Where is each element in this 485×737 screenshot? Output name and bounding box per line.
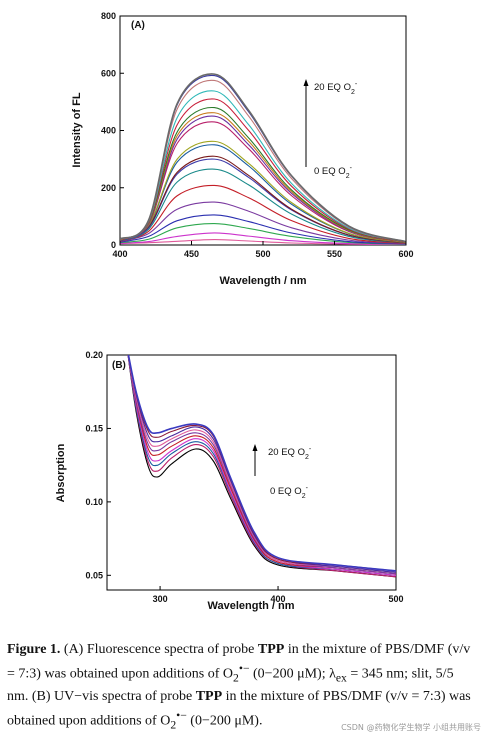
panel-b-x-tick-label: 400 [271,594,286,604]
panel-b-series-line [127,355,396,573]
panel-b-annotation-bottom: 0 EQ O2- [270,485,309,500]
panel-b-frame [106,354,397,591]
panel-a-arrow-head [303,79,309,86]
panel-b-arrow-head [252,444,258,451]
panel-b-x-ticks: 300 400 500 [153,586,404,604]
caption-subscript: 2 [170,718,177,732]
panel-b-series-line [127,355,396,572]
panel-b-chart: 0.05 0.10 0.15 0.20 300 400 500 (B) Wavelengt… [55,350,404,612]
panel-a-x-tick-label: 550 [327,249,342,259]
panel-a-series-line [120,140,406,243]
panel-a-y-tick-label: 800 [101,11,116,21]
panel-a-annotation-top: 20 EQ O2- [314,81,358,96]
panel-b-y-tick-label: 0.05 [85,570,103,580]
panel-a-annotation-bottom: 0 EQ O2- [314,165,353,180]
watermark: CSDN @药物化学生物学 小组共用账号 [341,723,481,732]
panel-b-x-axis-label: Wavelength / nm [208,600,295,612]
panel-b-series-line [127,355,396,576]
caption-text: (0−200 μM). [186,714,263,730]
panel-a-series-line [120,232,406,245]
panel-b-x-tick-label: 300 [153,594,168,604]
panel-a-x-ticks: 400 450 500 550 600 [112,241,414,259]
caption-superscript: •− [176,709,187,723]
panel-a-series-line [120,90,406,243]
caption-subscript: ex [335,671,347,685]
panel-a-y-tick-label: 600 [101,68,116,78]
panel-a-y-ticks: 0 200 400 600 800 [101,11,124,250]
caption-probe: TPP [195,689,223,705]
figure-caption: Figure 1. (A) Fluorescence spectra of pr… [7,640,477,735]
panel-a-series-line [120,73,406,243]
panel-b-y-axis-label: Absorption [55,443,67,502]
panel-a-series-line [120,107,406,243]
caption-text: in the mixture of PBS/DMF (v/v = 7:3) wa… [7,642,471,682]
panel-a-y-tick-label: 0 [111,240,116,250]
panel-a-x-tick-label: 400 [112,249,127,259]
caption-text: (A) Fluorescence spectra of probe [60,642,258,657]
panel-a-y-tick-label: 400 [101,126,116,136]
panel-a-x-tick-label: 600 [398,249,413,259]
panel-b-series-line [127,355,396,572]
panel-a-y-axis-label: Intensity of FL [71,92,83,167]
caption-text: in the mixture of PBS/DMF (v/v = 7:3) wa… [7,689,471,730]
panel-a-series-line [120,239,406,245]
panel-b-y-tick-label: 0.15 [85,423,103,433]
caption-text: = 345 nm; slit, 5/5 nm. (B) UV−vis spect… [7,666,454,705]
caption-superscript: •− [238,662,250,675]
panel-a-x-tick-label: 500 [255,249,270,259]
panel-a-series-group [120,73,406,245]
panel-a-series-line [120,222,406,245]
caption-probe: TPP [257,642,285,657]
panel-b-y-tick-label: 0.20 [85,350,103,360]
panel-a-y-tick-label: 200 [101,183,116,193]
panel-b-y-ticks: 0.05 0.10 0.15 0.20 [85,350,111,580]
panel-b-series-line [127,355,396,573]
panel-a-series-line [120,184,406,244]
caption-subscript: 2 [233,671,239,685]
panel-b-series-group [127,355,396,578]
panel-a-label: (A) [131,20,145,31]
panel-a-series-line [120,168,406,244]
panel-a-series-line [120,214,406,245]
panel-a-series-line [120,201,406,245]
panel-a-x-tick-label: 450 [184,249,199,259]
panel-b-series-line [127,355,396,578]
panel-a-series-line [120,155,406,244]
panel-b-series-line [127,355,396,575]
panel-a-frame [119,15,407,246]
panel-b-label: (B) [112,360,126,371]
caption-label: Figure 1. [7,642,61,657]
panel-b-series-line [127,355,396,575]
panel-b-annotation-top: 20 EQ O2- [268,446,312,461]
panel-b-x-tick-label: 500 [388,594,403,604]
panel-b-series-line [127,355,396,578]
caption-text: (0−200 μM); λ [249,666,336,682]
panel-a-x-axis-label: Wavelength / nm [220,275,307,287]
panel-a-chart: 0 200 400 600 800 400 450 500 550 600 (A) Wavele… [71,11,414,287]
panel-b-y-tick-label: 0.10 [85,497,103,507]
